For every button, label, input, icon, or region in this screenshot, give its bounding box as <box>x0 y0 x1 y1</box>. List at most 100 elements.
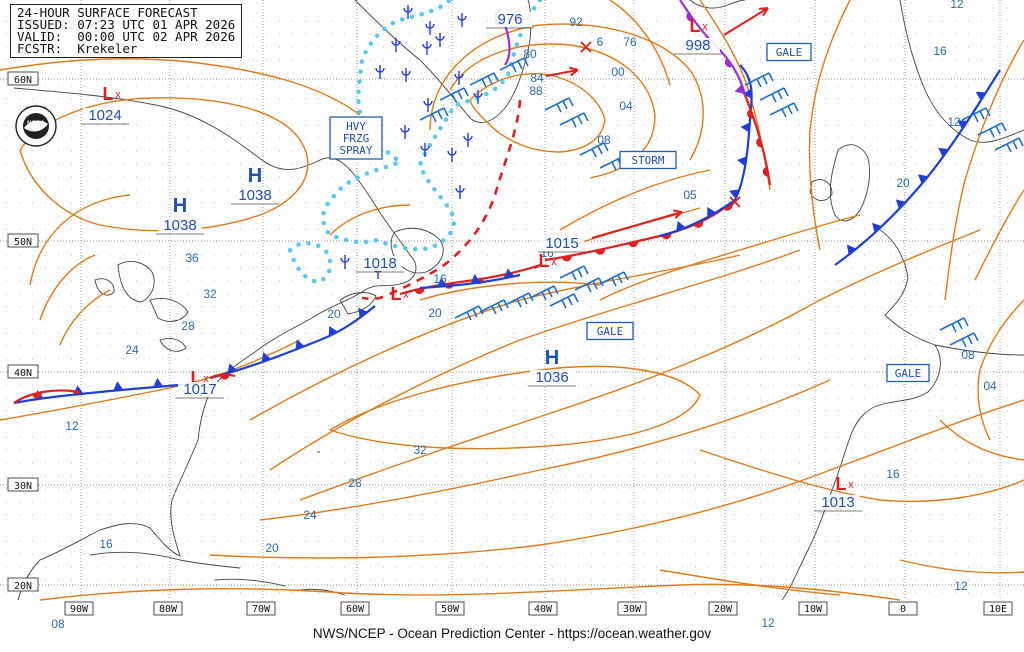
cold-front-mark <box>436 277 447 287</box>
lat-label-box <box>7 233 39 248</box>
occluded-front-mark <box>686 12 695 22</box>
icing-symbol-icon <box>423 98 433 112</box>
coastline <box>299 588 346 596</box>
cold-front-mark <box>846 244 857 255</box>
wind-barb-stroke <box>977 122 1007 138</box>
wind-barb-stroke <box>549 293 579 309</box>
wind-barb-icon <box>499 57 529 73</box>
warm-front-mark <box>747 109 754 119</box>
wind-barb-icon <box>549 293 579 309</box>
low-center-marker: L <box>690 16 701 36</box>
logo-bird <box>24 120 48 132</box>
ice-edge-line <box>320 0 543 252</box>
isobar-label: 12 <box>761 616 775 630</box>
lon-label: 30W <box>623 604 642 615</box>
icing-symbol-icon <box>463 133 473 147</box>
wind-barb-stroke <box>744 72 774 88</box>
lat-label: 60N <box>14 75 32 86</box>
coastline <box>829 144 871 222</box>
wind-barb-icon <box>769 102 799 118</box>
wind-barb-stroke <box>939 317 969 333</box>
isobar-label: 32 <box>203 287 217 301</box>
isobar-label: 76 <box>623 35 637 49</box>
icing-symbol-icon <box>455 185 465 199</box>
pressure-value: 976 <box>497 11 522 28</box>
wind-barb-stroke <box>994 137 1024 153</box>
isobar-label: 08 <box>961 348 975 362</box>
wind-barb-stroke <box>769 102 799 118</box>
warm-front <box>743 94 772 186</box>
coastline <box>117 261 155 303</box>
isobar-line <box>19 97 309 232</box>
warning-label: GALE <box>895 367 922 380</box>
isobar-label: 24 <box>125 343 139 357</box>
icing-symbol-stroke <box>375 65 385 79</box>
icing-symbol-icon <box>420 143 430 157</box>
isobar-line <box>469 73 606 153</box>
isobar-line <box>299 229 981 501</box>
lon-label: 80W <box>159 604 178 615</box>
wind-barb-icon <box>529 285 559 301</box>
warm-front <box>13 389 81 404</box>
low-position-icon: x <box>702 21 708 33</box>
warm-front-mark <box>756 137 763 148</box>
isobar-line <box>808 0 851 251</box>
cold-front-mark <box>957 120 968 130</box>
pressure-value-bg <box>83 108 127 123</box>
coastline <box>781 431 853 601</box>
cold-front-mark <box>975 91 986 101</box>
header-issued: ISSUED: 07:23 UTC 01 APR 2026 <box>17 17 236 32</box>
pressure-value-bg <box>358 256 402 271</box>
lon-label-box <box>64 601 94 616</box>
pressure-value: 1017 <box>183 381 216 398</box>
coastline <box>354 0 532 123</box>
pressure-value: 1036 <box>535 369 568 386</box>
isobars <box>0 0 1024 601</box>
icing-symbol-icon <box>435 33 445 47</box>
isobar-label: 08 <box>51 617 65 631</box>
icing-symbol-stroke <box>473 90 483 104</box>
isobar-label: 04 <box>619 99 633 113</box>
isobar-label: 20 <box>265 541 279 555</box>
warning-label: HVY <box>346 120 366 133</box>
icing-symbol-stroke <box>435 33 445 47</box>
wind-barb-stroke <box>599 271 629 287</box>
ice-edge <box>287 0 543 285</box>
isobar-label: 80 <box>523 47 537 61</box>
isobar-line <box>699 449 1024 502</box>
isobar-line <box>39 583 901 601</box>
wind-barb-stroke <box>419 107 449 123</box>
lon-label-box <box>983 601 1013 616</box>
cold-front-mark <box>740 122 750 133</box>
pressure-value: 1015 <box>545 235 578 252</box>
wind-barb-icon <box>439 87 469 103</box>
lon-label-box <box>340 601 370 616</box>
isobar-label: 12 <box>954 579 968 593</box>
low-position-icon: x <box>551 256 557 268</box>
icing-symbol-stroke <box>340 255 350 269</box>
wind-barb-icon <box>759 87 789 103</box>
low-position-icon: x <box>848 479 854 491</box>
icing-symbol-stroke <box>391 38 401 52</box>
warm-front <box>399 263 541 296</box>
lon-label-box <box>798 601 828 616</box>
icing-symbol-stroke <box>420 143 430 157</box>
header-forecaster: FCSTR: Krekeler <box>17 41 138 56</box>
icing-symbol-stroke <box>463 133 473 147</box>
pressure-value: 1038 <box>238 187 271 204</box>
warning-box <box>586 321 634 341</box>
warning-label: FRZG <box>343 132 370 145</box>
low-position-icon: x <box>115 89 121 101</box>
isobar-label: 00 <box>611 65 625 79</box>
isobar-label: 92 <box>569 15 583 29</box>
warm-front-mark <box>32 392 42 399</box>
wind-barb-icon <box>559 112 589 128</box>
low-position-icon <box>729 196 741 208</box>
low-center-marker: L <box>539 251 550 271</box>
lat-label: 50N <box>14 237 32 248</box>
isobar-line <box>899 559 1024 574</box>
icing-symbol-icon <box>454 71 464 85</box>
isobar-line <box>429 23 704 161</box>
high-center-marker: H <box>545 347 559 369</box>
